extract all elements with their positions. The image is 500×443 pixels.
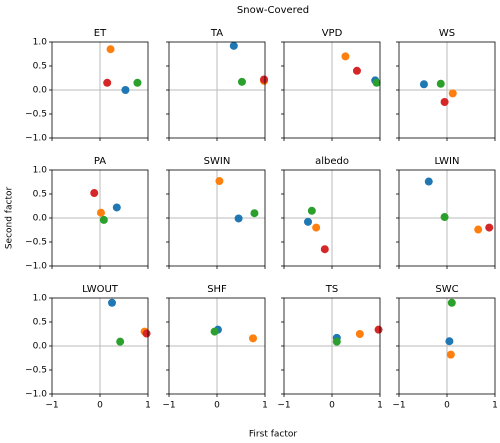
x-tick-label: −1 [392, 401, 405, 411]
point [250, 209, 259, 218]
axes-frame [51, 169, 149, 267]
point [448, 89, 457, 98]
x-tick-label: −1 [162, 401, 175, 411]
point [90, 189, 99, 198]
x-tick-label: 0 [97, 401, 103, 411]
point [307, 206, 316, 215]
point [249, 334, 257, 343]
y-tick-label: 0.5 [33, 190, 47, 200]
subplot-title: SWIN [204, 156, 231, 167]
axes-frame [283, 169, 381, 267]
y-tick-label: −1.0 [25, 262, 47, 272]
figure-title: Snow-Covered [237, 5, 309, 16]
axes-frame [283, 297, 381, 395]
point [96, 208, 105, 217]
point [215, 177, 224, 186]
subplot-title: albedo [315, 156, 349, 167]
axes-frame [398, 169, 496, 267]
axes-frame [51, 297, 149, 395]
point [260, 75, 269, 84]
point [424, 177, 433, 186]
point [341, 52, 350, 61]
point [440, 98, 449, 106]
point [312, 223, 321, 232]
point [237, 77, 246, 86]
x-tick-label: −1 [277, 401, 290, 411]
y-tick-label: 0.0 [33, 214, 48, 224]
y-tick-label: −0.5 [25, 238, 47, 248]
y-tick-label: 0.5 [33, 62, 47, 72]
y-tick-label: 1.0 [33, 294, 48, 304]
axes-frame [168, 41, 266, 139]
x-tick-label: 1 [145, 401, 151, 411]
y-tick-label: 0.5 [33, 318, 47, 328]
y-tick-label: −1.0 [25, 134, 47, 144]
x-tick-label: 1 [492, 401, 498, 411]
point [229, 41, 238, 50]
point [332, 337, 341, 346]
subplot-title: WS [439, 28, 455, 39]
x-tick-label: −1 [45, 401, 58, 411]
point [352, 66, 361, 75]
subplot-title: LWIN [435, 156, 460, 167]
point [103, 78, 112, 87]
point [99, 215, 108, 224]
x-tick-label: 1 [377, 401, 383, 411]
point [446, 350, 455, 359]
y-tick-label: 1.0 [33, 166, 48, 176]
point [142, 329, 151, 338]
point [106, 45, 115, 54]
y-tick-label: −0.5 [25, 366, 47, 376]
x-axis-label: First factor [249, 430, 297, 440]
y-tick-label: 1.0 [33, 38, 48, 48]
point [234, 214, 243, 223]
point [445, 337, 454, 346]
subplot-title: PA [94, 156, 106, 167]
point [133, 78, 142, 87]
point [419, 80, 428, 89]
point [440, 213, 449, 222]
axes-frame [398, 41, 496, 139]
subplot-title: LWOUT [82, 284, 119, 295]
point [355, 330, 364, 338]
subplot-title: VPD [322, 28, 343, 39]
point [436, 79, 445, 88]
x-tick-label: 1 [262, 401, 268, 411]
point [121, 86, 130, 94]
y-axis-label: Second factor [5, 187, 15, 250]
axes-frame [398, 297, 496, 395]
axes-frame [51, 41, 149, 139]
subplot-title: SHF [207, 284, 227, 295]
point [108, 298, 116, 307]
point [304, 217, 312, 226]
point [372, 78, 381, 87]
y-tick-label: −0.5 [25, 110, 47, 120]
subplot-title: TA [210, 28, 223, 39]
subplot-title: SWC [435, 284, 458, 295]
axes-frame [168, 169, 266, 267]
point [374, 325, 383, 334]
axes-frame [168, 297, 266, 395]
point [320, 245, 329, 254]
subplot-title: ET [94, 28, 107, 39]
point [474, 225, 483, 234]
x-tick-label: 0 [214, 401, 220, 411]
point [116, 337, 125, 346]
point [210, 327, 219, 336]
point [112, 203, 121, 212]
y-tick-label: 0.0 [33, 86, 48, 96]
axes-frame [283, 41, 381, 139]
y-tick-label: −1.0 [25, 390, 47, 400]
point [447, 298, 456, 307]
y-tick-label: 0.0 [33, 342, 48, 352]
subplot-title: TS [325, 284, 338, 295]
point [485, 223, 494, 232]
x-tick-label: 0 [444, 401, 450, 411]
x-tick-label: 0 [329, 401, 335, 411]
